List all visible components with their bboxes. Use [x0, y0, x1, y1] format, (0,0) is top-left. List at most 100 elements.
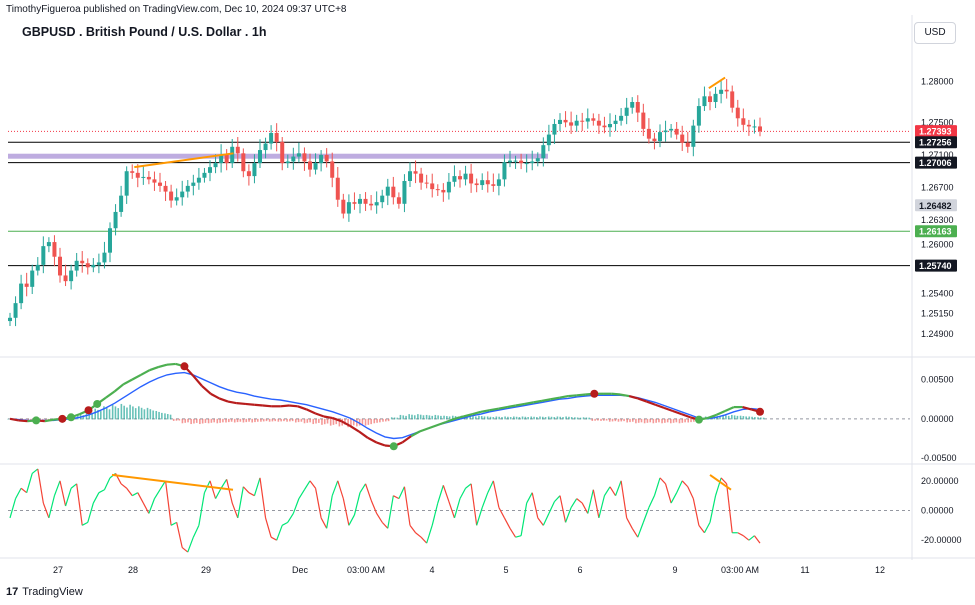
macd-histogram-bar — [169, 414, 172, 420]
macd-histogram-bar — [268, 418, 271, 422]
osc-line-segment — [409, 524, 417, 534]
macd-line-segment — [340, 420, 351, 427]
macd-histogram-bar — [274, 418, 277, 422]
osc-line-segment — [714, 477, 722, 496]
tradingview-logo-icon: 17 — [6, 586, 19, 598]
macd-histogram-bar — [556, 416, 559, 420]
osc-line-segment — [520, 502, 528, 536]
osc-line-segment — [709, 495, 717, 523]
osc-line-segment — [609, 486, 617, 496]
osc-line-segment — [470, 483, 478, 526]
macd-histogram-bar — [164, 413, 166, 420]
macd-histogram-bar — [681, 418, 684, 423]
candle-body — [535, 158, 540, 162]
osc-line-segment — [164, 480, 172, 526]
candle-body — [446, 181, 451, 193]
macd-histogram-bar — [146, 407, 149, 420]
macd-line-segment — [323, 415, 333, 420]
candle-body — [335, 177, 340, 200]
macd-histogram-bar — [382, 418, 384, 422]
macd-histogram-bar — [108, 409, 111, 420]
macd-cross-dot — [389, 442, 398, 451]
macd-line-segment — [428, 424, 438, 430]
candle-body — [396, 197, 401, 204]
macd-histogram-bar — [195, 418, 198, 423]
osc-line-segment — [314, 488, 322, 519]
time-tick-label: 9 — [672, 565, 677, 575]
osc-line-segment — [542, 513, 550, 526]
candle-body — [324, 154, 329, 162]
osc-line-segment — [70, 483, 78, 489]
osc-line-segment — [592, 489, 600, 519]
macd-line-segment — [533, 399, 543, 404]
macd-histogram-bar — [539, 416, 541, 420]
macd-line-segment — [306, 408, 316, 415]
osc-line-segment — [76, 483, 83, 526]
macd-histogram-bar — [411, 414, 413, 420]
osc-line-segment — [303, 480, 311, 491]
osc-line-segment — [309, 480, 317, 489]
macd-line-segment — [498, 405, 508, 410]
macd-histogram-bar — [7, 418, 9, 420]
time-tick-label: 12 — [875, 565, 885, 575]
time-tick-label: Dec — [292, 565, 309, 575]
candle-body — [291, 156, 296, 162]
candle-body — [341, 199, 346, 214]
candle-body — [163, 185, 168, 192]
candle-body — [469, 173, 474, 184]
candle-body — [252, 163, 257, 177]
candle-body — [641, 112, 646, 129]
osc-line-segment — [170, 521, 177, 526]
macd-histogram-bar — [373, 418, 376, 424]
macd-histogram-bar — [370, 418, 372, 425]
osc-line-segment — [659, 477, 666, 485]
macd-histogram-bar — [475, 416, 477, 420]
macd-line-segment — [166, 362, 176, 366]
tradingview-logo[interactable]: 17 TradingView — [6, 586, 83, 598]
macd-histogram-bar — [731, 414, 733, 420]
osc-line-segment — [387, 495, 394, 529]
macd-line-segment — [454, 415, 464, 420]
macd-histogram-bar — [518, 417, 521, 420]
macd-histogram-bar — [661, 418, 663, 424]
macd-histogram-bar — [524, 416, 527, 420]
candle-body — [46, 242, 51, 247]
macd-histogram-bar — [251, 418, 253, 423]
macd-histogram-bar — [364, 418, 367, 426]
candle-body — [741, 118, 746, 125]
currency-button[interactable]: USD — [914, 22, 956, 44]
candle-body — [152, 179, 157, 183]
osc-line-segment — [81, 521, 89, 526]
osc-line-segment — [515, 535, 522, 538]
osc-line-segment — [664, 483, 672, 504]
macd-histogram-bar — [585, 417, 588, 420]
osc-line-segment — [359, 483, 367, 494]
macd-histogram-bar — [443, 415, 445, 420]
price-label: 1.27393 — [919, 127, 952, 137]
time-tick-label: 03:00 AM — [721, 565, 759, 575]
macd-histogram-bar — [277, 418, 280, 422]
price-label: 1.27256 — [919, 138, 952, 148]
osc-line-segment — [442, 485, 450, 502]
macd-histogram-bar — [646, 418, 649, 423]
macd-histogram-bar — [100, 411, 102, 420]
osc-line-segment — [209, 480, 217, 499]
osc-line-segment — [753, 535, 761, 544]
macd-histogram-bar — [608, 418, 611, 422]
macd-cross-dot — [32, 416, 41, 425]
macd-histogram-bar — [390, 417, 393, 420]
price-label-box — [915, 136, 957, 149]
macd-histogram-bar — [408, 414, 410, 420]
macd-histogram-bar — [480, 416, 483, 420]
macd-histogram-bar — [204, 418, 207, 423]
candle-body — [502, 162, 507, 180]
macd-histogram-bar — [466, 416, 468, 420]
macd-histogram-bar — [597, 418, 599, 421]
candle-body — [758, 126, 762, 132]
osc-line-segment — [237, 486, 244, 519]
price-label: 1.27006 — [919, 158, 952, 168]
macd-line-segment — [131, 373, 142, 381]
candle-body — [569, 122, 574, 126]
macd-histogram-bar — [286, 418, 288, 422]
